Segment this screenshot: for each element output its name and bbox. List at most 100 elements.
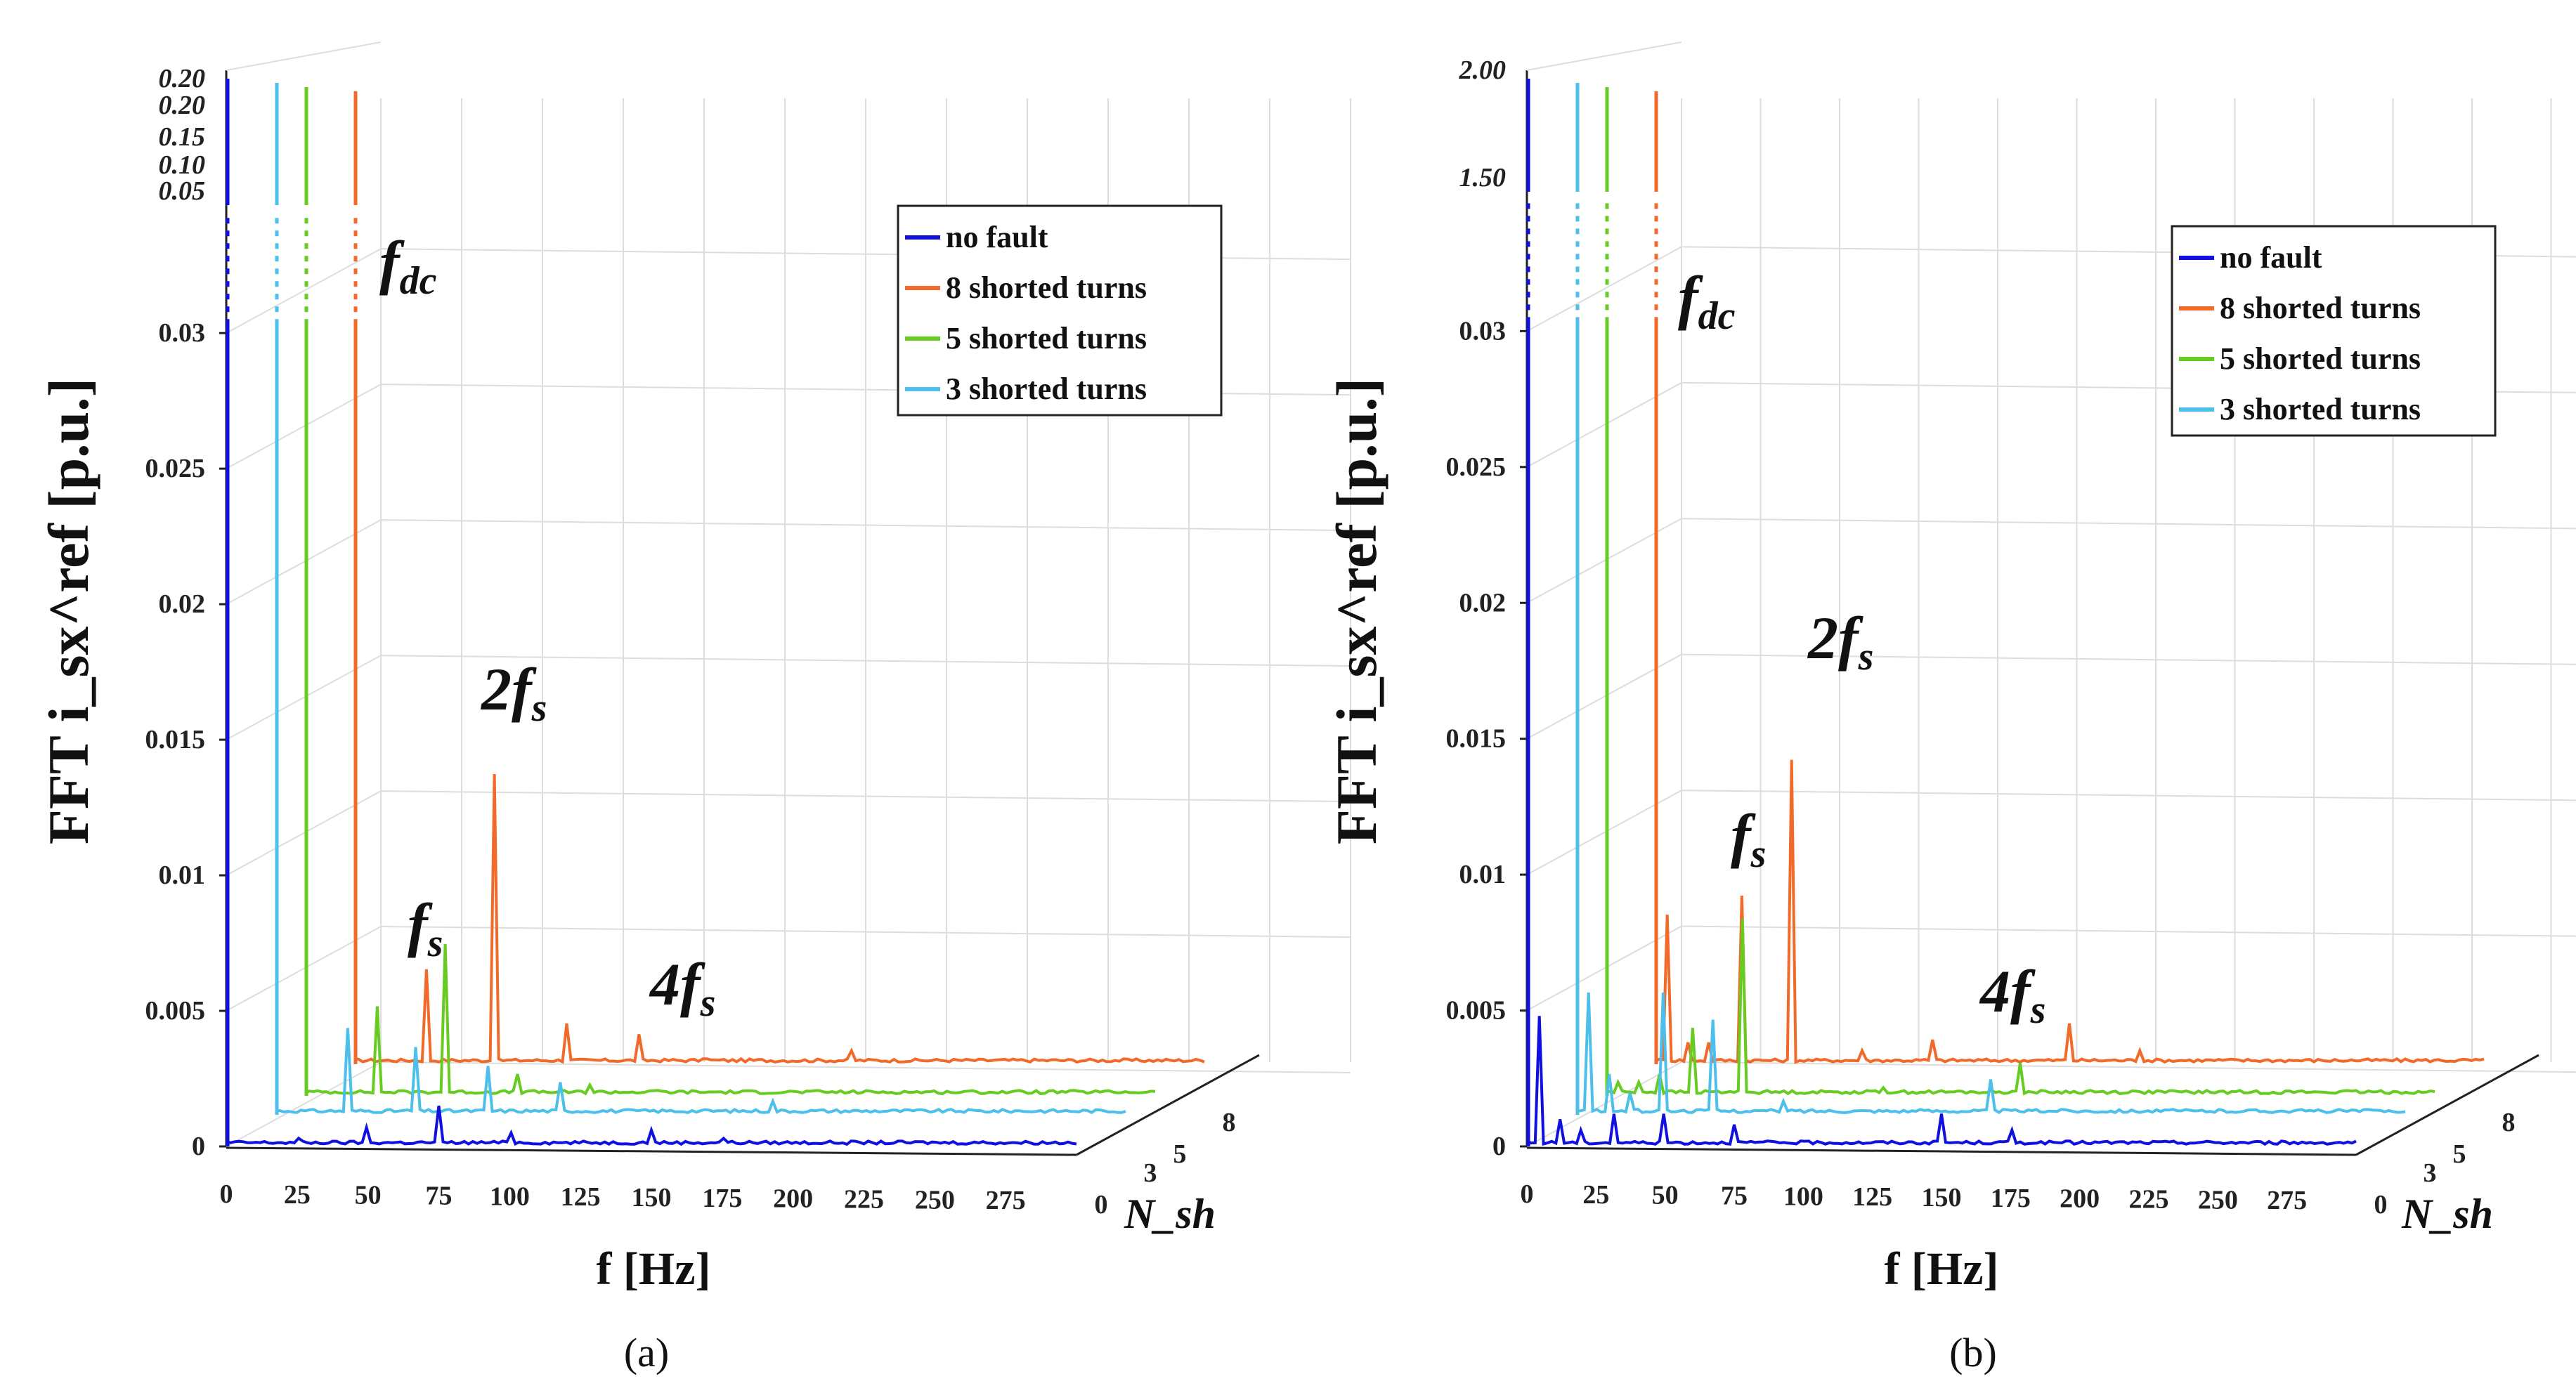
legend-label-no-fault: no fault: [946, 220, 1048, 254]
z-break-tick-label: 0.10: [159, 150, 206, 180]
annotations: fdc fs 2fs 4fs: [379, 228, 715, 1025]
series-line-5-shorted-turns: [1605, 919, 2435, 1096]
z-tick-label: 0.01: [1459, 860, 1507, 889]
annotation-4fs: 4fs: [649, 950, 715, 1025]
x-axis-title: f [Hz]: [596, 1243, 710, 1295]
series-lines: [1526, 79, 2485, 1146]
x-tick-label: 175: [702, 1184, 742, 1213]
legend-label-8-shorted-turns: 8 shorted turns: [946, 270, 1147, 305]
z-axis-title: FFT i_sx^ref [p.u.]: [37, 378, 100, 844]
annotation-fs: fs: [408, 891, 443, 965]
x-axis-line: [1526, 1146, 2357, 1156]
grid-line-side: [226, 519, 382, 606]
series-line-8-shorted-turns: [353, 773, 1205, 1064]
annotation-sub: s: [700, 981, 716, 1025]
grid-line-horizontal: [380, 655, 1351, 667]
x-tick-label: 225: [2129, 1185, 2169, 1215]
grid-line-side: [226, 655, 382, 740]
x-tick-label: 150: [632, 1183, 672, 1212]
tick-labels: 0 0.005 0.01 0.015 0.02 0.025 0.03 1.50 2.00 0 25 5…: [1325, 55, 2516, 1375]
grid-line-side: [1526, 925, 1682, 1012]
legend-label-3-shorted-turns: 3 shorted turns: [946, 372, 1147, 406]
y-tick-label: 8: [1223, 1108, 1236, 1137]
x-axis-title: f [Hz]: [1884, 1243, 1998, 1295]
series-line-no-fault: [226, 1105, 1077, 1146]
x-tick-label: 75: [1721, 1182, 1748, 1211]
z-tick-label: 0: [1492, 1132, 1506, 1161]
series-line-no-fault: [1526, 1016, 2357, 1146]
tick-labels: 0 0.005 0.01 0.015 0.02 0.025 0.03 0.050.100.15…: [37, 64, 1236, 1375]
annotation-sub: s: [1858, 635, 1874, 679]
grid-line-horizontal: [380, 1061, 1351, 1073]
panel-b: 0 0.005 0.01 0.015 0.02 0.025 0.03 1.50 2.00 0 25 5…: [1288, 0, 2576, 1400]
z-tick-label: 0.025: [145, 454, 206, 483]
chart-a-svg: 0 0.005 0.01 0.015 0.02 0.025 0.03 0.050.100.15…: [37, 41, 1351, 1375]
annotation-sub: s: [2030, 988, 2046, 1032]
z-tick-label: 0.01: [159, 861, 206, 890]
x-tick-label: 75: [426, 1182, 453, 1211]
grid-line-side: [226, 248, 382, 334]
y-tick-label: 8: [2502, 1108, 2516, 1137]
grid-line-side: [1526, 790, 1682, 876]
x-tick-label: 0: [220, 1179, 233, 1209]
x-tick-label: 150: [1922, 1183, 1962, 1212]
z-tick-label: 0.015: [145, 725, 206, 754]
x-tick-label: 225: [844, 1185, 884, 1215]
series-lines: [226, 79, 1205, 1146]
grid-line-horizontal: [1681, 790, 2576, 802]
series-line-3-shorted-turns: [1575, 992, 2406, 1115]
grid-line-side: [1526, 653, 1682, 740]
z-tick-label: 0.02: [159, 589, 206, 619]
series-line-5-shorted-turns: [304, 943, 1156, 1096]
panel-a: 0 0.005 0.01 0.015 0.02 0.025 0.03 0.05 0.10 0.15…: [37, 41, 1351, 1375]
chart-b-svg: 0 0.005 0.01 0.015 0.02 0.025 0.03 1.50 2.00 0 25 5…: [1325, 41, 2576, 1375]
y-tick-label: 0: [1095, 1190, 1108, 1219]
x-tick-label: 125: [561, 1182, 601, 1212]
annotation-fdc: fdc: [379, 228, 437, 303]
figure-caption: (a): [624, 1330, 669, 1375]
x-tick-label: 200: [2060, 1184, 2100, 1214]
legend-box: [897, 204, 1223, 417]
z-break-tick-label: 0.15: [159, 122, 206, 152]
z-axis-title: FFT i_sx^ref [p.u.]: [1325, 378, 1388, 844]
annotation-sub: dc: [400, 259, 437, 303]
x-tick-label: 50: [355, 1181, 382, 1210]
z-break-tick-label: 0.05: [159, 176, 206, 206]
y-axis-line: [2355, 1054, 2539, 1156]
x-tick-label: 125: [1852, 1182, 1892, 1212]
z-break-tick-label: 0.20: [159, 64, 206, 93]
annotation-sub: dc: [1698, 294, 1736, 338]
grid-lines: [1526, 98, 2576, 1147]
legend-label-5-shorted-turns: 5 shorted turns: [2220, 341, 2421, 376]
x-tick-label: 275: [986, 1186, 1026, 1215]
z-tick-label: 0.03: [1459, 316, 1507, 346]
z-break-tick-label: 0.20: [159, 91, 206, 120]
grid-line-horizontal: [1681, 925, 2576, 937]
grid-line-side: [1526, 518, 1682, 604]
legend-label-no-fault: no fault: [2220, 240, 2322, 275]
grid-line-side: [226, 384, 382, 470]
top-edge-line: [1526, 41, 1682, 71]
annotation-2fs: 2fs: [1807, 604, 1873, 679]
x-tick-label: 200: [773, 1184, 813, 1214]
grid-line-side: [226, 926, 382, 1012]
annotation-4fs: 4fs: [1979, 957, 2045, 1032]
y-tick-label: 0: [2374, 1190, 2388, 1219]
top-edge-line: [226, 41, 382, 71]
y-tick-label: 3: [2424, 1158, 2437, 1188]
y-tick-label: 5: [2453, 1139, 2466, 1169]
grid-line-side: [1526, 381, 1682, 468]
series-line-8-shorted-turns: [1654, 759, 2485, 1064]
y-axis-title: N_sh: [1124, 1191, 1216, 1237]
annotation-sub: s: [531, 686, 547, 730]
z-tick-label: 0.025: [1446, 452, 1507, 482]
y-tick-label: 3: [1144, 1158, 1157, 1188]
annotation-sub: s: [1750, 832, 1767, 876]
annotation-fdc: fdc: [1678, 263, 1736, 338]
x-tick-label: 250: [2198, 1185, 2238, 1215]
grid-line-side: [226, 790, 382, 876]
x-tick-label: 275: [2267, 1186, 2307, 1215]
z-tick-label: 0.015: [1446, 724, 1507, 754]
legend-label-5-shorted-turns: 5 shorted turns: [946, 321, 1147, 355]
y-tick-label: 5: [1173, 1139, 1187, 1169]
